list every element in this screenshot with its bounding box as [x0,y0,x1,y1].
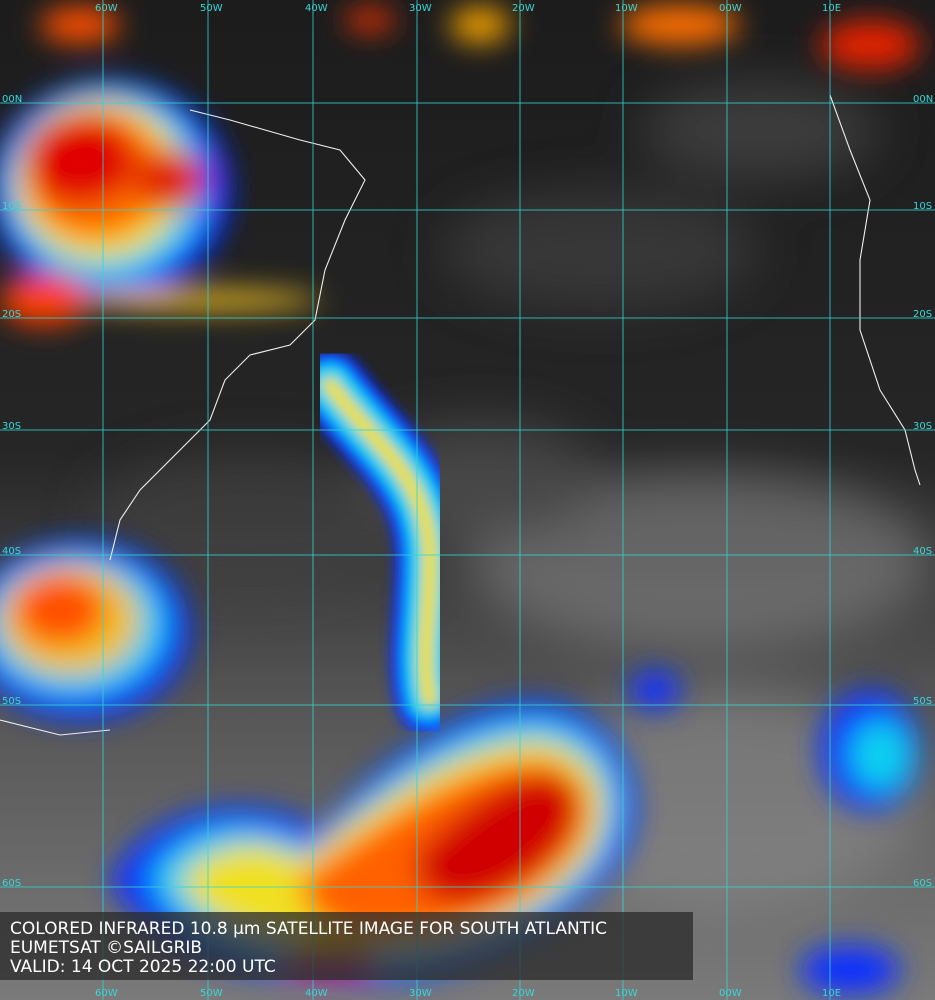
lat-label-left: 00N [2,94,22,105]
lon-label-bottom: 10E [822,988,841,999]
lon-label-bottom: 50W [200,988,223,999]
lat-label-right: 10S [913,201,932,212]
lon-label-top: 40W [305,3,328,14]
lon-label-top: 30W [409,3,432,14]
lon-label-top: 00W [719,3,742,14]
lon-label-top: 50W [200,3,223,14]
lon-label-bottom: 30W [409,988,432,999]
lat-label-left: 10S [2,201,21,212]
caption-valid: VALID: 14 OCT 2025 22:00 UTC [10,957,276,977]
lon-label-bottom: 40W [305,988,328,999]
lon-label-bottom: 20W [512,988,535,999]
cold-front [295,350,466,735]
lat-label-right: 00N [913,94,933,105]
lat-label-left: 40S [2,546,21,557]
lat-label-left: 50S [2,696,21,707]
lat-label-right: 60S [913,878,932,889]
cyclone [110,670,920,995]
caption-title: COLORED INFRARED 10.8 µm SATELLITE IMAGE… [10,919,607,939]
caption-box [0,912,693,980]
caption-source: EUMETSAT ©SAILGRIB [10,938,202,958]
lon-label-top: 10W [615,3,638,14]
convective-clouds [0,5,920,720]
lat-label-right: 50S [913,696,932,707]
coastline-africa [829,94,921,486]
lon-label-top: 10E [822,3,841,14]
coastline-patagonia [0,719,111,736]
lat-label-right: 30S [913,421,932,432]
coastlines [0,94,921,736]
lon-label-bottom: 10W [615,988,638,999]
lat-label-right: 40S [913,546,932,557]
lon-label-bottom: 60W [95,988,118,999]
lon-label-top: 60W [95,3,118,14]
lon-label-bottom: 00W [719,988,742,999]
coastline-south-america [109,109,366,561]
lat-label-left: 60S [2,878,21,889]
lat-label-left: 20S [2,309,21,320]
lat-label-left: 30S [2,421,21,432]
lon-label-top: 20W [512,3,535,14]
lat-label-right: 20S [913,309,932,320]
